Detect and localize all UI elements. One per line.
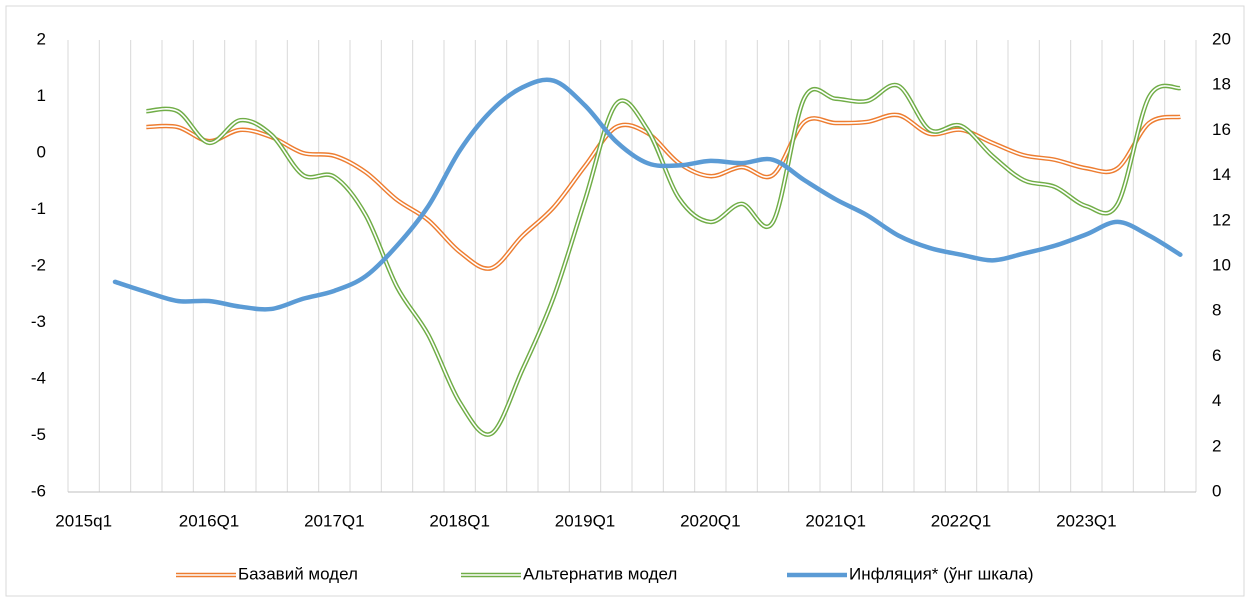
y2-tick-label: 12 <box>1212 210 1231 229</box>
x-tick-label: 2022Q1 <box>931 511 992 530</box>
x-tick-label: 2015q1 <box>55 511 112 530</box>
y-tick-label: 0 <box>37 142 46 161</box>
y2-tick-label: 18 <box>1212 75 1231 94</box>
legend-label: Инфляция* (ўнг шкала) <box>849 564 1034 583</box>
x-tick-label: 2017Q1 <box>304 511 365 530</box>
legend-label: Альтернатив модел <box>523 564 677 583</box>
y-tick-label: -2 <box>31 255 46 274</box>
y-tick-label: -4 <box>31 368 46 387</box>
y2-tick-label: 20 <box>1212 29 1231 48</box>
x-tick-label: 2023Q1 <box>1056 511 1117 530</box>
x-tick-label: 2016Q1 <box>179 511 240 530</box>
x-tick-label: 2021Q1 <box>805 511 866 530</box>
y2-tick-label: 6 <box>1212 346 1221 365</box>
x-tick-label: 2019Q1 <box>555 511 616 530</box>
y2-tick-label: 0 <box>1212 481 1221 500</box>
y2-tick-label: 16 <box>1212 120 1231 139</box>
line-series-inner <box>146 114 1181 270</box>
x-tick-label: 2020Q1 <box>680 511 741 530</box>
line-series-inner <box>146 84 1181 436</box>
y-tick-label: -5 <box>31 425 46 444</box>
y-tick-label: -6 <box>31 481 46 500</box>
line-series <box>112 77 1183 312</box>
y2-tick-label: 10 <box>1212 255 1231 274</box>
y-tick-label: 2 <box>37 29 46 48</box>
y2-tick-label: 2 <box>1212 436 1221 455</box>
y2-tick-label: 14 <box>1212 165 1231 184</box>
y-tick-label: -1 <box>31 199 46 218</box>
x-tick-label: 2018Q1 <box>429 511 490 530</box>
y2-tick-label: 8 <box>1212 301 1221 320</box>
y-tick-label: -3 <box>31 312 46 331</box>
legend-label: Базавий модел <box>238 564 358 583</box>
y2-tick-label: 4 <box>1212 391 1221 410</box>
y-tick-label: 1 <box>37 86 46 105</box>
